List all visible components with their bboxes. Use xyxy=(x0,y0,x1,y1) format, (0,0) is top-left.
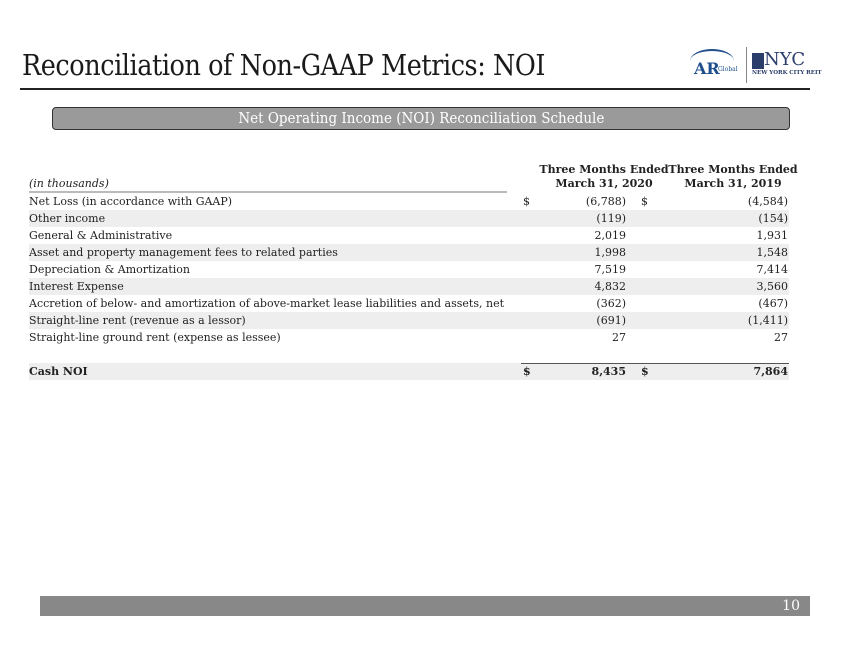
value-2019: 1,548 xyxy=(756,246,789,259)
table-row: Interest Expense 4,832 3,560 xyxy=(29,278,789,295)
logo-divider xyxy=(746,47,747,83)
ar-arc-icon xyxy=(690,49,734,73)
row-label: Straight-line rent (revenue as a lessor) xyxy=(29,314,246,327)
value-2019: (154) xyxy=(758,212,788,225)
table-row: Straight-line rent (revenue as a lessor)… xyxy=(29,312,789,329)
column-header-2020: Three Months Ended March 31, 2020 xyxy=(534,163,674,191)
table-row: General & Administrative 2,019 1,931 xyxy=(29,227,789,244)
table-row: Net Loss (in accordance with GAAP) $ (6,… xyxy=(29,193,789,210)
value-2019: (1,411) xyxy=(747,314,788,327)
column-header-2019: Three Months Ended March 31, 2019 xyxy=(663,163,803,191)
value-2019: 27 xyxy=(774,331,788,344)
value-2020: 1,998 xyxy=(594,246,627,259)
spacer-row xyxy=(29,346,789,363)
skyline-icon xyxy=(752,53,764,69)
banner-text: Net Operating Income (NOI) Reconciliatio… xyxy=(237,109,605,127)
total-row: Cash NOI $ 8,435 $ 7,864 xyxy=(29,363,789,380)
table-row: Depreciation & Amortization 7,519 7,414 xyxy=(29,261,789,278)
value-2019: 7,864 xyxy=(753,365,788,378)
header-divider xyxy=(29,191,507,193)
currency: $ xyxy=(641,365,649,378)
currency: $ xyxy=(641,195,648,208)
col-line2: March 31, 2020 xyxy=(555,177,653,190)
footer-bar: 10 xyxy=(40,596,810,616)
title-rule xyxy=(20,88,810,90)
noi-table: (in thousands) Three Months Ended March 3… xyxy=(29,162,798,380)
row-label: Asset and property management fees to re… xyxy=(29,246,338,259)
col-line2: March 31, 2019 xyxy=(684,177,782,190)
value-2020: (691) xyxy=(596,314,626,327)
company-logo: AR Global NYC NEW YORK CITY REIT xyxy=(690,45,822,85)
page-title: Reconciliation of Non-GAAP Metrics: NOI xyxy=(22,48,546,82)
value-2020: 27 xyxy=(612,331,626,344)
value-2019: 1,931 xyxy=(756,229,789,242)
value-2019: 3,560 xyxy=(756,280,789,293)
ar-logo-sub: Global xyxy=(718,66,738,73)
row-label: General & Administrative xyxy=(29,229,173,242)
table-row: Other income (119) (154) xyxy=(29,210,789,227)
total-rule xyxy=(521,363,789,364)
value-2020: 4,832 xyxy=(594,280,627,293)
section-banner: Net Operating Income (NOI) Reconciliatio… xyxy=(52,107,790,130)
table-header: (in thousands) Three Months Ended March 3… xyxy=(29,162,798,191)
row-label: Depreciation & Amortization xyxy=(29,263,190,276)
currency: $ xyxy=(523,365,531,378)
col-line1: Three Months Ended xyxy=(539,163,669,176)
row-label: Net Loss (in accordance with GAAP) xyxy=(29,195,233,208)
value-2020: 2,019 xyxy=(594,229,627,242)
value-2020: (362) xyxy=(596,297,626,310)
value-2020: 8,435 xyxy=(591,365,626,378)
table-row: Asset and property management fees to re… xyxy=(29,244,789,261)
nyc-logo-text: NYC xyxy=(764,49,806,70)
ar-logo-text: AR xyxy=(694,59,720,78)
value-2019: 7,414 xyxy=(756,263,789,276)
value-2020: 7,519 xyxy=(594,263,627,276)
value-2019: (4,584) xyxy=(747,195,788,208)
unit-label: (in thousands) xyxy=(29,177,109,190)
row-label: Cash NOI xyxy=(29,365,88,378)
table-row: Straight-line ground rent (expense as le… xyxy=(29,329,789,346)
row-label: Interest Expense xyxy=(29,280,124,293)
value-2019: (467) xyxy=(758,297,788,310)
value-2020: (119) xyxy=(596,212,626,225)
currency: $ xyxy=(523,195,530,208)
nyc-logo-sub: NEW YORK CITY REIT xyxy=(752,70,822,76)
col-line1: Three Months Ended xyxy=(668,163,798,176)
table-row: Accretion of below- and amortization of … xyxy=(29,295,789,312)
page-number: 10 xyxy=(782,598,800,614)
row-label: Other income xyxy=(29,212,106,225)
row-label: Accretion of below- and amortization of … xyxy=(29,297,504,310)
row-label: Straight-line ground rent (expense as le… xyxy=(29,331,281,344)
value-2020: (6,788) xyxy=(585,195,626,208)
